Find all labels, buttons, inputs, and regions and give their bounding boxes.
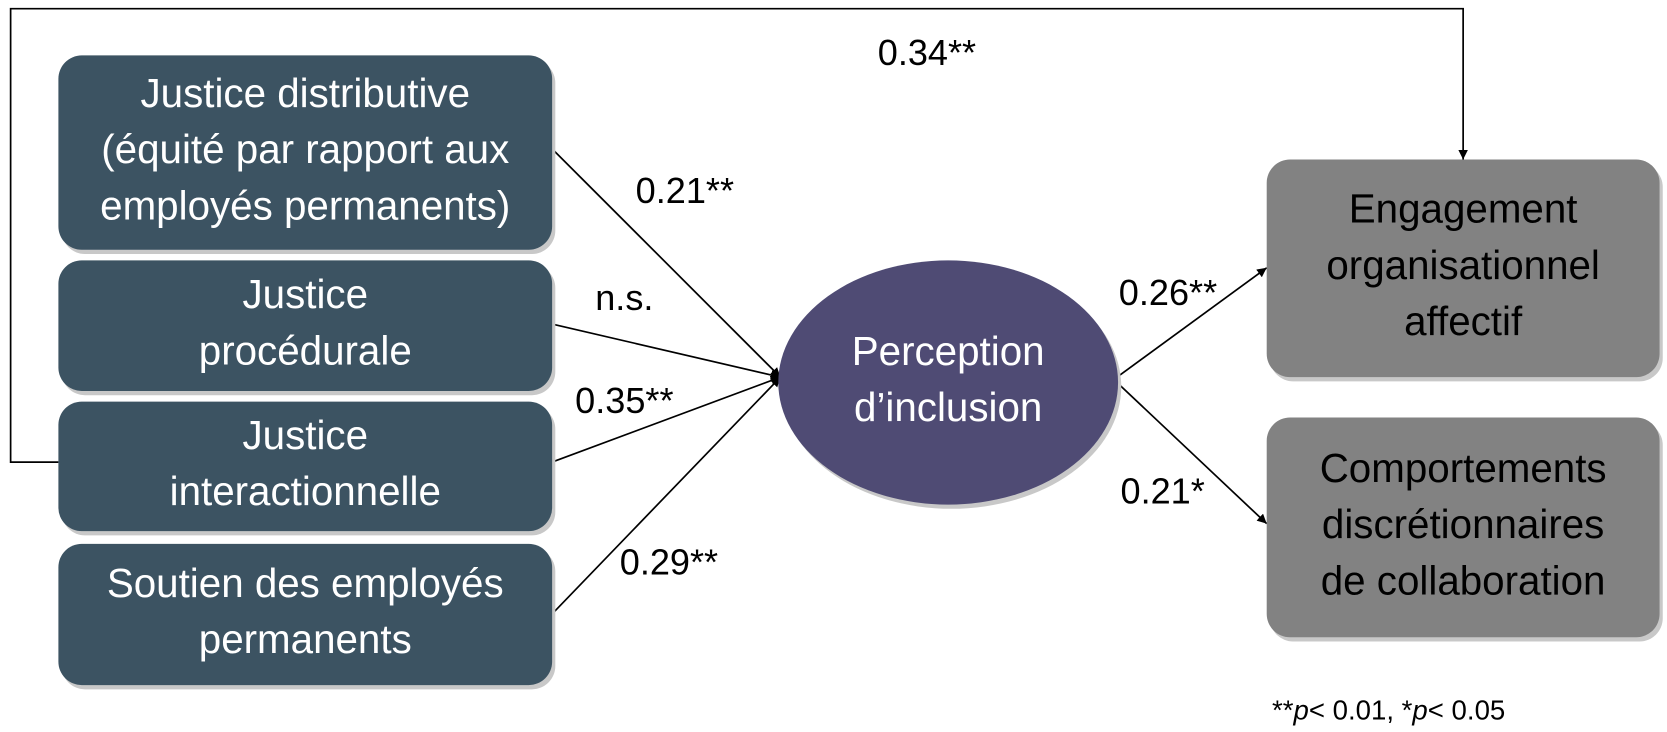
node-label: affectif xyxy=(1404,298,1523,344)
node-box xyxy=(1266,159,1660,378)
note-part: < 0.01, * xyxy=(1309,695,1413,726)
node-label: Justice distributive xyxy=(141,70,470,116)
significance-note: **p< 0.01, *p< 0.05 xyxy=(1272,695,1505,726)
node-box xyxy=(1266,417,1660,638)
node-label: discrétionnaires xyxy=(1322,501,1604,547)
node-label: Engagement xyxy=(1349,186,1578,232)
node-label: employés permanents) xyxy=(100,183,510,229)
note-part: p xyxy=(1411,695,1427,726)
node-label: Justice xyxy=(243,271,369,317)
edges xyxy=(9,7,1468,615)
edge-arrow xyxy=(551,376,782,615)
note-part: p xyxy=(1293,695,1309,726)
node-label: de collaboration xyxy=(1321,557,1606,603)
note-part: ** xyxy=(1272,695,1294,726)
node-label: Justice xyxy=(243,412,369,458)
node-label: (équité par rapport aux xyxy=(101,126,509,172)
note-part: < 0.05 xyxy=(1428,695,1505,726)
edge-label: 0.34** xyxy=(878,32,976,73)
edge-arrow xyxy=(551,376,781,463)
node-label: d’inclusion xyxy=(854,384,1042,430)
edge-arrow xyxy=(551,323,781,380)
node-box xyxy=(58,55,553,250)
edge-label: n.s. xyxy=(595,277,653,318)
node-ellipse xyxy=(778,260,1119,505)
edge-label: 0.29** xyxy=(620,542,718,583)
edge-arrow xyxy=(9,7,1468,463)
node-label: Comportements xyxy=(1320,445,1607,491)
node-label: procédurale xyxy=(199,327,412,373)
node-label: interactionnelle xyxy=(170,468,441,514)
edge-label: 0.26** xyxy=(1119,272,1217,313)
edge-label: 0.21** xyxy=(636,170,734,211)
node-label: Soutien des employés xyxy=(107,560,504,606)
node-box xyxy=(58,401,553,532)
node-box xyxy=(58,260,553,391)
edge-label: 0.35** xyxy=(575,380,673,421)
edge-arrow xyxy=(1116,267,1268,378)
node-label: permanents xyxy=(199,616,412,662)
edge-arrow xyxy=(551,148,782,378)
node-label: organisationnel xyxy=(1326,242,1600,288)
edge-arrow xyxy=(1116,381,1268,525)
node-label: Perception xyxy=(852,328,1045,374)
edge-label: 0.21* xyxy=(1121,470,1205,511)
node-box xyxy=(58,543,553,686)
